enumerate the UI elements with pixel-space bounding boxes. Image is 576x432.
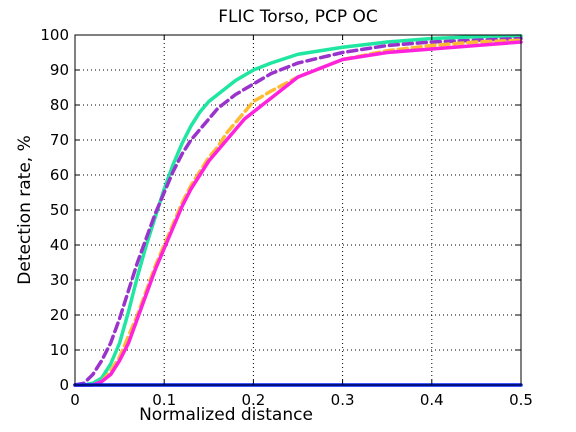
x-tick-label: 0.2 xyxy=(241,391,265,409)
y-tick-label: 60 xyxy=(50,166,69,184)
x-tick-label: 0.4 xyxy=(420,391,444,409)
series-line-3 xyxy=(73,38,523,387)
x-axis-label: Normalized distance xyxy=(139,405,313,425)
chart-title: FLIC Torso, PCP OC xyxy=(218,7,378,27)
y-tick-label: 70 xyxy=(50,131,69,149)
series-line-4 xyxy=(73,40,523,387)
y-tick-label: 30 xyxy=(50,271,69,289)
y-tick-label: 10 xyxy=(50,341,69,359)
x-tick-label: 0 xyxy=(70,391,80,409)
x-tick-label: 0.5 xyxy=(509,391,533,409)
y-tick-label: 20 xyxy=(50,306,69,324)
series-line-1 xyxy=(73,34,523,387)
x-tick-label: 0.3 xyxy=(331,391,355,409)
y-tick-label: 50 xyxy=(50,201,69,219)
plot-background xyxy=(75,35,521,385)
ticks: 0 0.1 0.2 0.3 0.4 0.5 0 10 20 30 40 50 60 70 80 90 100 xyxy=(40,26,533,409)
series-line-2 xyxy=(73,36,523,387)
y-tick-label: 100 xyxy=(40,26,69,44)
y-tick-label: 80 xyxy=(50,96,69,114)
y-tick-label: 40 xyxy=(50,236,69,254)
x-tick-label: 0.1 xyxy=(152,391,176,409)
y-tick-label: 90 xyxy=(50,61,69,79)
y-axis-label: Detection rate, % xyxy=(15,135,35,284)
y-tick-label: 0 xyxy=(59,376,69,394)
